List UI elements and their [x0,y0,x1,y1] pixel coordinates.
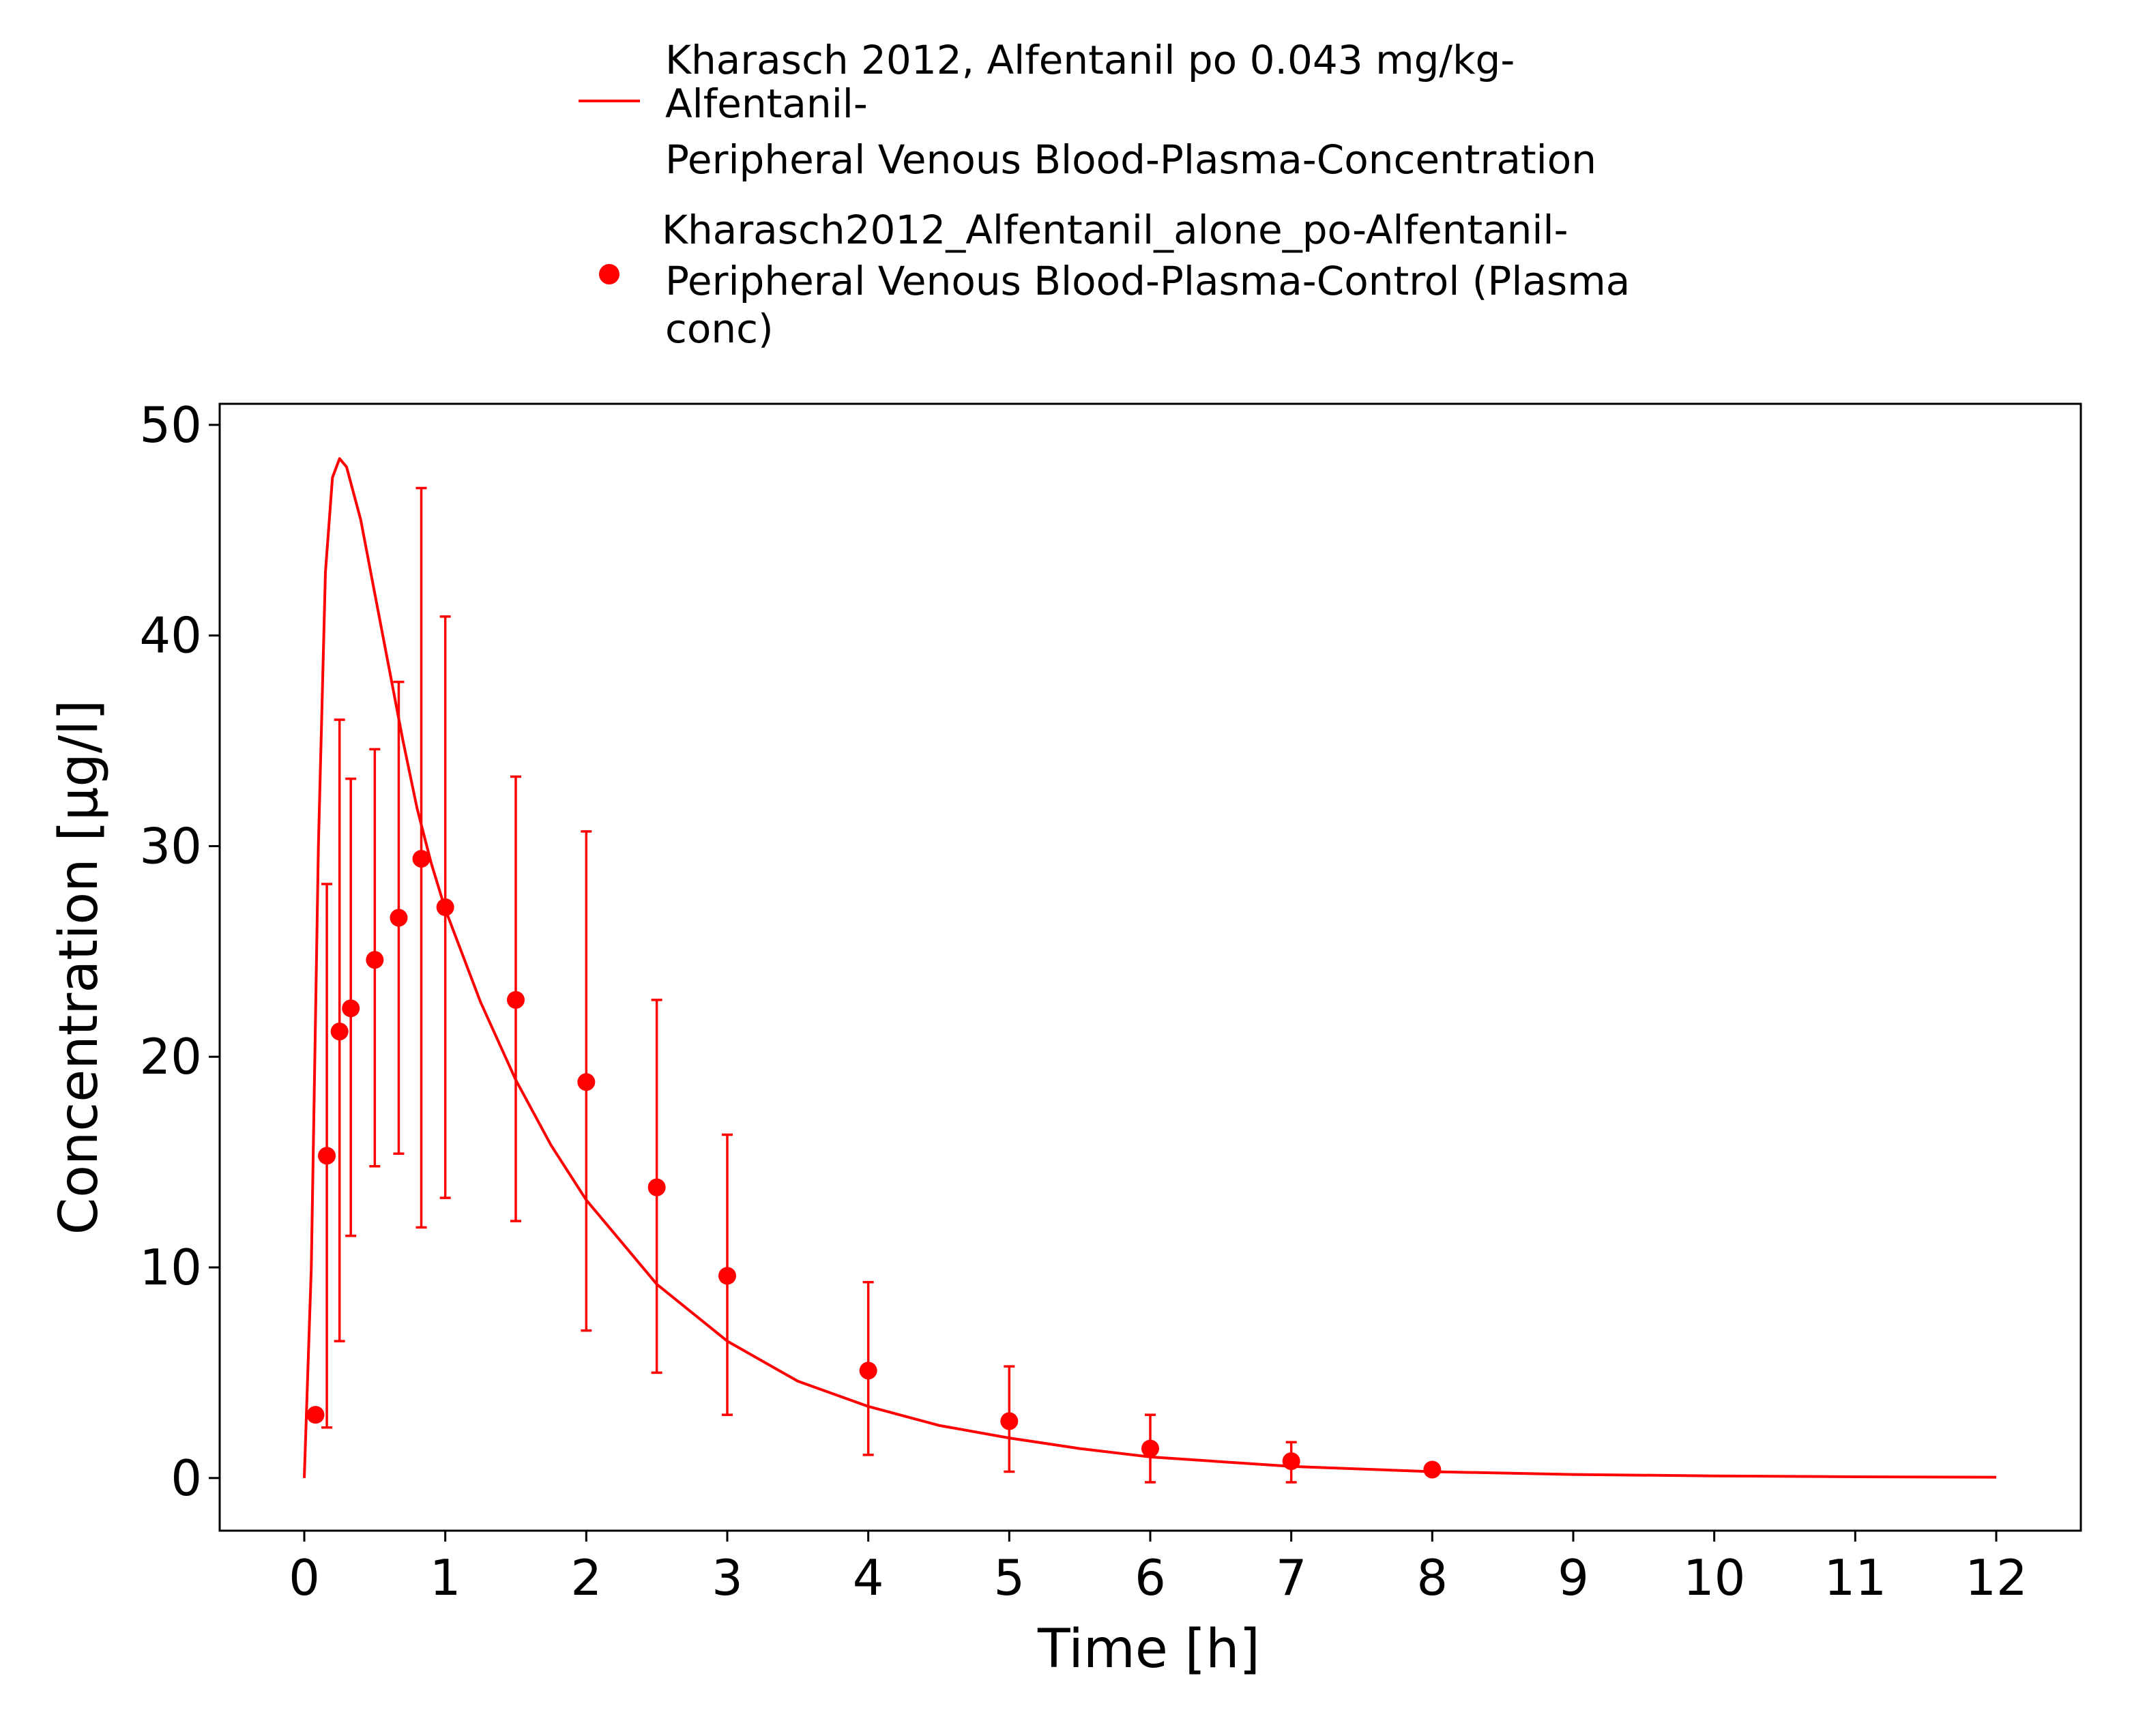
x-tick-label: 7 [1276,1549,1307,1606]
observed-data-point [366,951,384,969]
legend-series-1-label-line-3: Peripheral Venous Blood-Plasma-Concentra… [665,136,1596,183]
observed-data-point [342,999,360,1018]
x-tick-label: 4 [853,1549,884,1606]
observed-data-point [647,1178,666,1196]
observed-data-point [390,909,408,927]
x-axis: 0 1 2 3 4 5 6 7 8 9 10 11 12 [289,1531,2028,1606]
observed-data-point [436,898,454,916]
x-tick-label: 5 [993,1549,1025,1606]
x-tick-label: 10 [1683,1549,1746,1606]
legend-series-2-label-line-3: conc) [665,306,774,352]
observed-data-point [1423,1460,1442,1479]
legend-series-2-label-line-2: Peripheral Venous Blood-Plasma-Control (… [665,258,1630,304]
observed-data-point [412,849,430,868]
legend: Kharasch 2012, Alfentanil po 0.043 mg/kg… [579,37,1630,352]
observed-data-point [1282,1452,1300,1471]
legend-series-1-label-line-2: Alfentanil- [665,80,868,127]
x-tick-label: 0 [289,1549,320,1606]
observed-data-point [718,1267,736,1285]
x-axis-title: Time [h] [1037,1619,1260,1680]
y-tick-label: 50 [139,396,202,454]
x-tick-label: 9 [1558,1549,1589,1606]
x-tick-label: 12 [1965,1549,2028,1606]
observed-data-point [507,990,525,1009]
x-tick-label: 2 [570,1549,602,1606]
observed-data-point [1141,1439,1159,1458]
y-tick-label: 0 [171,1450,202,1507]
legend-series-1-label-line-1: Kharasch 2012, Alfentanil po 0.043 mg/kg… [665,37,1515,83]
x-tick-label: 3 [712,1549,743,1606]
data-series [303,457,1997,1484]
legend-point-swatch [599,264,619,284]
y-tick-label: 30 [139,817,202,874]
observed-data-point [306,1406,325,1424]
x-tick-label: 1 [430,1549,461,1606]
y-tick-label: 40 [139,607,202,664]
y-tick-label: 20 [139,1028,202,1085]
legend-series-2-label-line-1: Kharasch2012_Alfentanil_alone_po-Alfenta… [662,207,1568,253]
observed-data-point [318,1147,336,1165]
observed-data-point [577,1073,596,1091]
observed-data-point [330,1023,349,1041]
y-axis: 0 10 20 30 40 50 [139,396,220,1507]
x-tick-label: 8 [1416,1549,1448,1606]
simulated-concentration-line [303,457,1997,1479]
x-tick-label: 11 [1824,1549,1887,1606]
y-tick-label: 10 [139,1239,202,1296]
observed-data-point [859,1362,877,1380]
x-tick-label: 6 [1135,1549,1166,1606]
y-axis-title: Concentration [µg/l] [48,700,110,1235]
observed-data-point [1000,1412,1019,1430]
